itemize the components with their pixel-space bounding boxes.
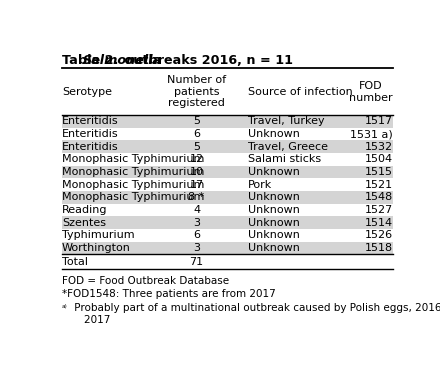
- Bar: [62, 166, 392, 178]
- Text: 12: 12: [190, 154, 204, 164]
- Text: 1532: 1532: [364, 142, 392, 152]
- Text: Monophasic Typhimurium: Monophasic Typhimurium: [62, 154, 204, 164]
- Text: Travel, Turkey: Travel, Turkey: [248, 116, 324, 126]
- Text: FOD = Food Outbreak Database: FOD = Food Outbreak Database: [62, 276, 229, 286]
- Text: Typhimurium: Typhimurium: [62, 231, 135, 241]
- Text: Enteritidis: Enteritidis: [62, 129, 118, 139]
- Text: Number of
patients
registered: Number of patients registered: [167, 75, 226, 108]
- Bar: [62, 115, 392, 128]
- Text: 10: 10: [190, 167, 204, 177]
- Text: Unknown: Unknown: [248, 218, 300, 228]
- Text: 1526: 1526: [364, 231, 392, 241]
- Text: Reading: Reading: [62, 205, 107, 215]
- Text: 5: 5: [193, 142, 200, 152]
- Text: outbreaks 2016, n = 11: outbreaks 2016, n = 11: [120, 54, 293, 67]
- Text: 17: 17: [190, 180, 204, 190]
- Text: 1518: 1518: [364, 243, 392, 253]
- Text: Monophasic Typhimurium: Monophasic Typhimurium: [62, 180, 204, 190]
- Text: 1504: 1504: [364, 154, 392, 164]
- Text: 3: 3: [193, 218, 200, 228]
- Text: Monophasic Typhimurium: Monophasic Typhimurium: [62, 167, 204, 177]
- Text: 8 *: 8 *: [188, 192, 205, 203]
- Text: 1515: 1515: [365, 167, 392, 177]
- Text: 4: 4: [193, 205, 200, 215]
- Bar: [62, 216, 392, 229]
- Text: Total: Total: [62, 257, 88, 267]
- Text: Enteritidis: Enteritidis: [62, 116, 118, 126]
- Text: 1531 a): 1531 a): [350, 129, 392, 139]
- Text: FOD
number: FOD number: [349, 81, 392, 103]
- Text: *FOD1548: Three patients are from 2017: *FOD1548: Three patients are from 2017: [62, 289, 275, 300]
- Text: 1548: 1548: [364, 192, 392, 203]
- Text: Source of infection: Source of infection: [248, 87, 352, 97]
- Text: 6: 6: [193, 129, 200, 139]
- Text: Serotype: Serotype: [62, 87, 112, 97]
- Text: Enteritidis: Enteritidis: [62, 142, 118, 152]
- Text: 3: 3: [193, 243, 200, 253]
- Text: Szentes: Szentes: [62, 218, 106, 228]
- Text: Worthington: Worthington: [62, 243, 131, 253]
- Text: 1514: 1514: [364, 218, 392, 228]
- Text: 6: 6: [193, 231, 200, 241]
- Text: Travel, Greece: Travel, Greece: [248, 142, 328, 152]
- Text: Monophasic Typhimurium: Monophasic Typhimurium: [62, 192, 204, 203]
- Bar: [62, 191, 392, 204]
- Text: Unknown: Unknown: [248, 243, 300, 253]
- Text: 1521: 1521: [364, 180, 392, 190]
- Text: Unknown: Unknown: [248, 231, 300, 241]
- Text: Probably part of a multinational outbreak caused by Polish eggs, 2016-
    2017: Probably part of a multinational outbrea…: [71, 303, 440, 325]
- Text: Table 2.: Table 2.: [62, 54, 123, 67]
- Text: 1527: 1527: [364, 205, 392, 215]
- Text: Unknown: Unknown: [248, 192, 300, 203]
- Text: Salami sticks: Salami sticks: [248, 154, 321, 164]
- Bar: [62, 242, 392, 254]
- Text: Salmonella: Salmonella: [83, 54, 162, 67]
- Text: Unknown: Unknown: [248, 167, 300, 177]
- Text: Pork: Pork: [248, 180, 272, 190]
- Bar: [62, 141, 392, 153]
- Text: 5: 5: [193, 116, 200, 126]
- Text: 1517: 1517: [364, 116, 392, 126]
- Text: ᵃ⁾: ᵃ⁾: [62, 303, 68, 312]
- Text: Unknown: Unknown: [248, 205, 300, 215]
- Text: 71: 71: [190, 257, 204, 267]
- Text: Unknown: Unknown: [248, 129, 300, 139]
